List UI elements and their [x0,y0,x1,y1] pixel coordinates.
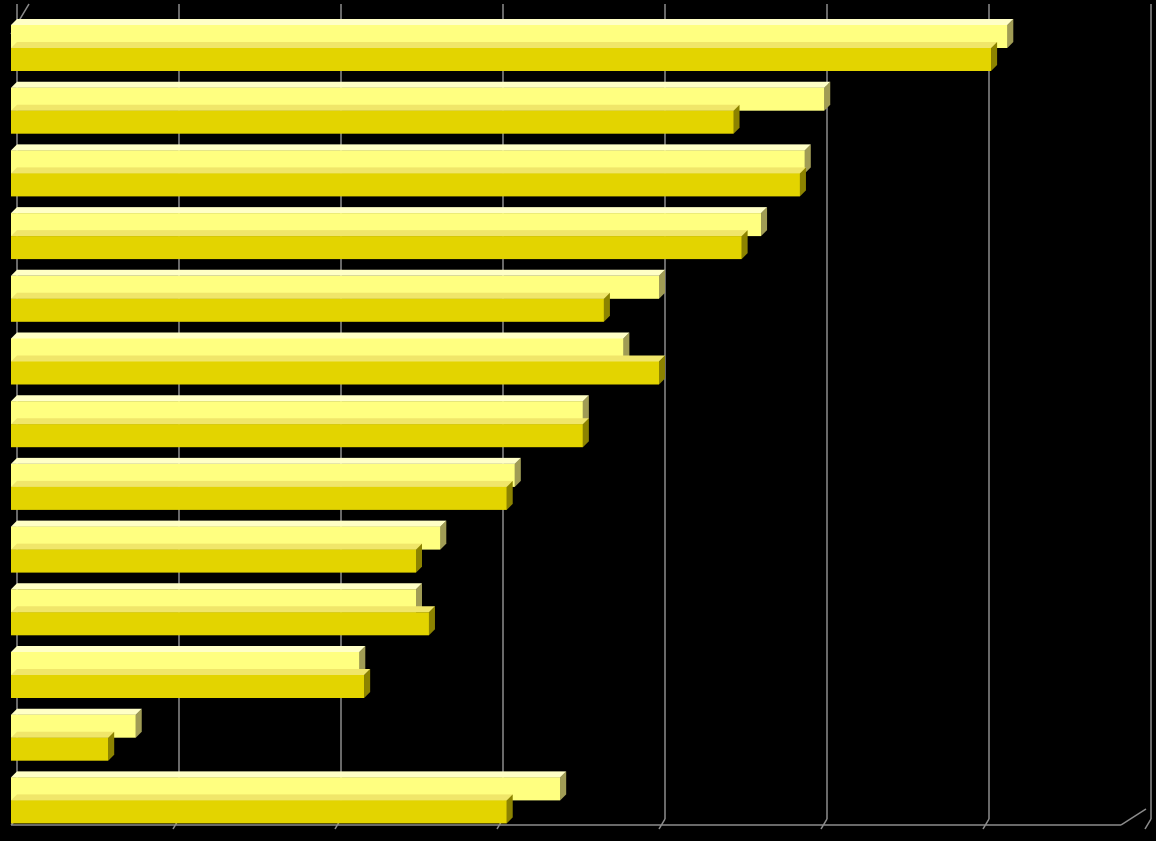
bar [11,292,610,322]
bar-side-face [416,543,422,573]
bar-top-face [11,355,665,362]
bar-top-face [11,543,422,550]
bar-front-face [11,48,992,71]
bar-side-face [364,669,371,698]
bar-side-face [506,480,513,510]
bar-top-face [11,794,513,801]
bar-top-face [11,418,589,425]
bar-top-face [11,332,630,339]
bar-side-face [1007,19,1014,48]
bar-front-face [11,298,604,322]
bar-side-face [623,332,630,362]
bar-top-face [11,771,567,778]
bar-top-face [11,230,748,237]
bar-top-face [11,144,811,151]
bar-front-face [11,424,583,448]
bar-top-face [11,19,1014,25]
bar-top-face [11,606,435,613]
bar [11,731,115,761]
bar-top-face [11,269,665,276]
bar [11,480,513,510]
bar-top-face [11,292,610,299]
bar-front-face [11,800,507,824]
bar-side-face [799,167,806,197]
bar-top-face [11,81,831,88]
bar-side-face [514,457,521,487]
bar-top-face [11,207,768,214]
bar [11,606,435,636]
bar-top-face [11,731,115,738]
bar-front-face [11,110,734,134]
bar-side-face [560,771,567,801]
bar [11,543,422,573]
bar [11,794,513,824]
bar-side-face [108,731,115,761]
bar [11,230,748,260]
bar-front-face [11,737,109,761]
bar-front-face [11,486,507,510]
bar-top-face [11,646,366,652]
bar-side-face [733,104,740,134]
bar-side-face [659,355,665,385]
bar [11,42,998,71]
bar-top-face [11,669,371,675]
gridline-floor-tick [658,818,666,830]
bar-side-face [659,269,665,299]
bar-side-face [359,646,366,675]
gridline-floor-tick [982,818,990,830]
bar-side-face [428,606,435,636]
bar-side-face [741,230,748,260]
bar-side-face [506,794,513,824]
gridline-floor-tick [820,818,828,830]
bar-top-face [11,457,521,464]
bar-side-face [440,520,447,550]
bar-side-face [603,292,610,322]
bar-top-face [11,708,142,715]
floor-right-edge [1120,808,1147,826]
bar [11,418,589,448]
bar-top-face [11,104,740,111]
bar-side-face [135,708,142,738]
bar-side-face [582,395,589,425]
bar-side-face [804,144,811,174]
bar-front-face [11,549,416,573]
bar-side-face [824,81,831,111]
bar-side-face [991,42,998,71]
gridline-floor-tick [1144,818,1152,830]
bar-top-face [11,42,998,48]
bar-front-face [11,675,365,698]
bars [11,19,1014,824]
bar [11,167,806,197]
bar-top-face [11,520,447,527]
bar-side-face [416,583,422,613]
bar-top-face [11,583,422,590]
bar-top-face [11,480,513,487]
bar [11,104,740,134]
bar-side-face [761,207,768,237]
bar-front-face [11,361,659,385]
bar-top-face [11,167,806,174]
bar-front-face [11,236,742,260]
bar-top-face [11,395,589,402]
bar-side-face [582,418,589,448]
bar [11,355,665,385]
bar [11,669,371,698]
bar-front-face [11,173,800,197]
bar-front-face [11,612,429,636]
